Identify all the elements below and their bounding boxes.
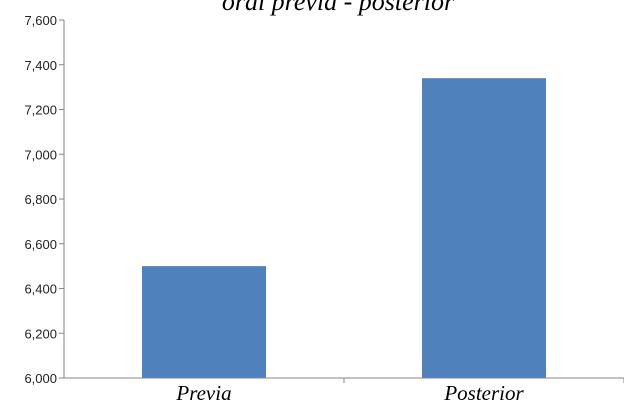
chart-title: oral previa - posterior: [222, 0, 455, 16]
y-tick-label: 6,600: [24, 237, 57, 252]
y-tick-label: 6,400: [24, 282, 57, 297]
y-tick-label: 7,600: [24, 13, 57, 28]
bar-previa: [142, 266, 266, 378]
y-tick-label: 6,800: [24, 192, 57, 207]
y-tick-label: 7,400: [24, 58, 57, 73]
x-axis-ticks: [343, 378, 624, 383]
category-labels: Previa Posterior: [175, 381, 524, 403]
bar-posterior: [422, 78, 546, 379]
bars-group: [142, 78, 546, 379]
y-axis-ticks: 6,000 6,200 6,400 6,600 6,800 7,000 7,200 7,400…: [24, 13, 64, 386]
y-tick-label: 7,200: [24, 103, 57, 118]
y-tick-label: 7,000: [24, 147, 57, 162]
x-category-label: Posterior: [443, 381, 524, 403]
y-tick-label: 6,200: [24, 326, 57, 341]
y-tick-label: 6,000: [24, 371, 57, 386]
x-category-label: Previa: [175, 381, 231, 403]
